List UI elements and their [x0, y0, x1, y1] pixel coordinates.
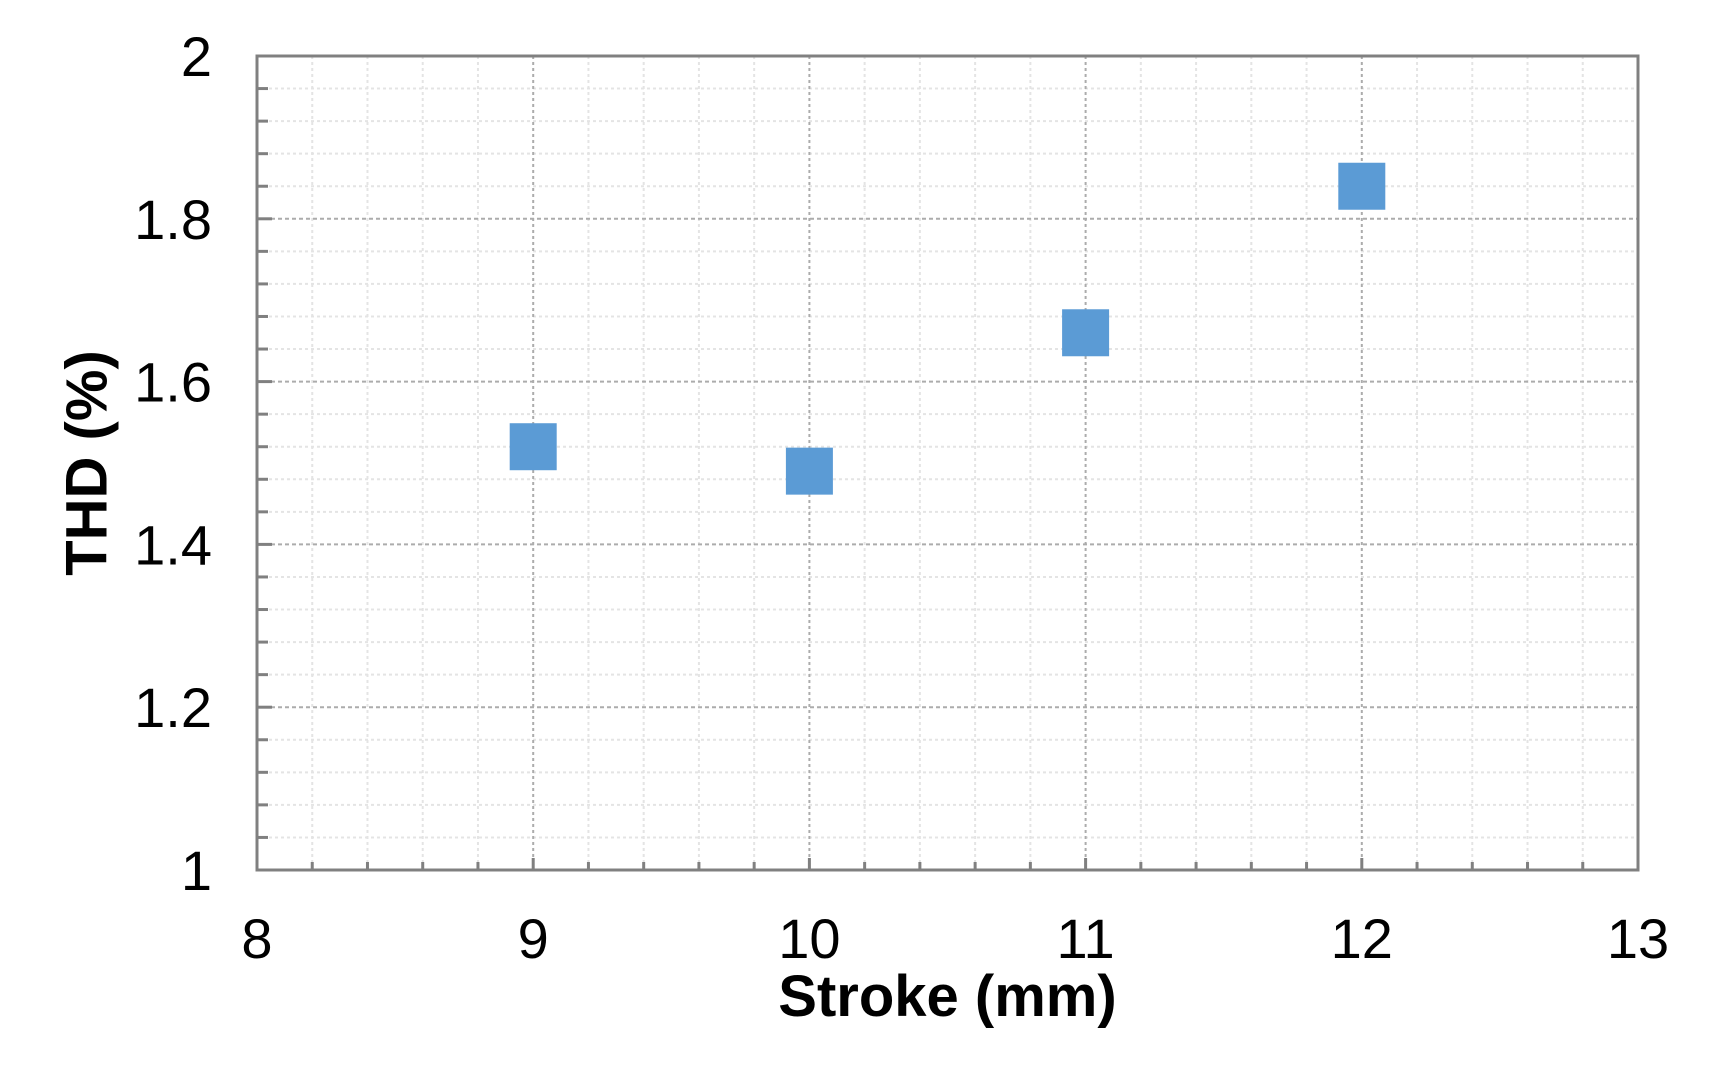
data-point-marker	[785, 447, 833, 495]
x-tick-label: 11	[1057, 907, 1115, 970]
data-point-marker	[1062, 309, 1110, 357]
y-tick-label: 2	[181, 25, 212, 88]
x-tick-label: 13	[1607, 907, 1669, 970]
y-axis-title: THD (%)	[54, 350, 120, 576]
y-tick-label: 1	[181, 839, 212, 902]
y-tick-label: 1.2	[134, 676, 212, 739]
data-point-marker	[509, 423, 557, 471]
plot-border	[255, 54, 1640, 872]
x-tick-label: 10	[778, 907, 840, 970]
y-tick-label: 1.4	[134, 513, 212, 576]
x-tick-label: 9	[518, 907, 549, 970]
y-tick-label: 1.6	[134, 351, 212, 414]
x-tick-label: 8	[241, 907, 272, 970]
x-axis-title: Stroke (mm)	[778, 964, 1117, 1029]
x-tick-label: 12	[1331, 907, 1393, 970]
data-point-marker	[1338, 162, 1386, 210]
y-tick-label: 1.8	[134, 188, 212, 251]
